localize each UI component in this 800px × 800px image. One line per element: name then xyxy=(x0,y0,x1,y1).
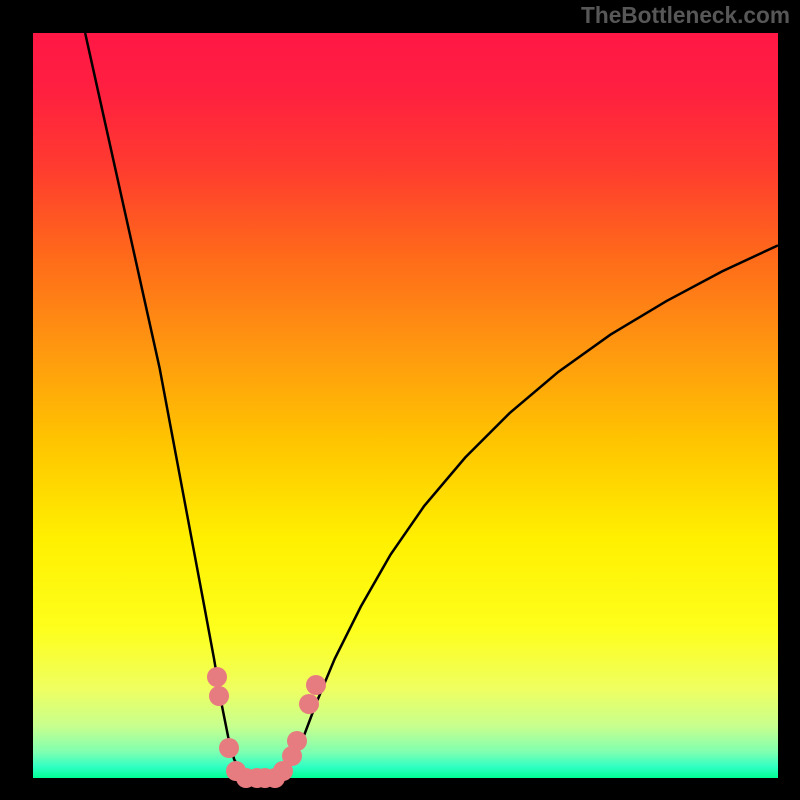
data-marker xyxy=(299,694,319,714)
data-marker xyxy=(287,731,307,751)
bottleneck-curve xyxy=(33,33,778,778)
plot-area xyxy=(33,33,778,778)
data-marker xyxy=(209,686,229,706)
data-marker xyxy=(207,667,227,687)
data-marker xyxy=(219,738,239,758)
watermark-text: TheBottleneck.com xyxy=(581,2,790,29)
data-marker xyxy=(306,675,326,695)
curve-path xyxy=(85,33,778,778)
